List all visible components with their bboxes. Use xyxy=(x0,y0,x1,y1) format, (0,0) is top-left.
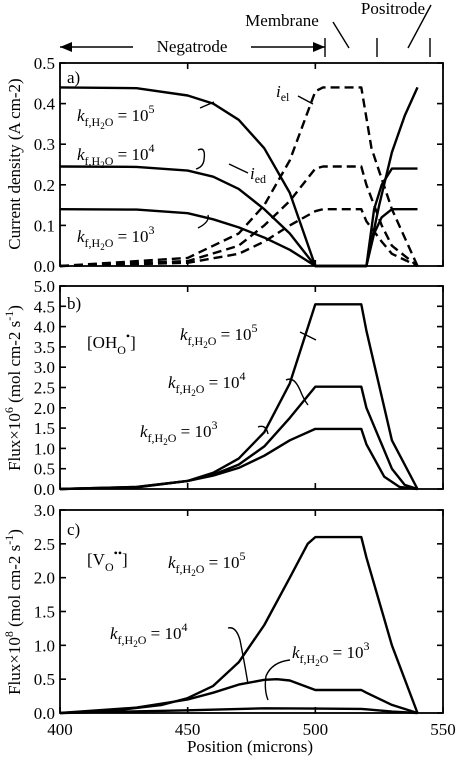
panel-c-ytick-label: 3.0 xyxy=(34,501,55,520)
panel-b-plot-area xyxy=(59,286,444,491)
label-ied: ied xyxy=(250,164,266,186)
panel-a-ylabel: Current density (A cm-2) xyxy=(5,78,24,249)
panel-a-letter: a) xyxy=(67,68,80,87)
panel-a-ytick-label: 0.3 xyxy=(34,135,55,154)
panel-a-ytick-label: 0.0 xyxy=(34,257,55,276)
panel-c-xtick-label: 400 xyxy=(47,720,73,739)
panel-b-k-label-1e4: kf,H2O = 104 xyxy=(168,369,245,398)
panel-b-ytick-label: 3.0 xyxy=(34,358,55,377)
panel-c-letter: c) xyxy=(67,520,80,539)
panel-b-ytick-label: 0.5 xyxy=(34,460,55,479)
panel-a-series-iel-k-10e4 xyxy=(59,165,419,268)
panel-c-ytick-label: 2.5 xyxy=(34,535,55,554)
panel-b-ytick-label: 2.0 xyxy=(34,399,55,418)
panel-b-ytick-label: 2.5 xyxy=(34,379,55,398)
panel-b-series-k-10e3 xyxy=(59,427,418,491)
panel-c-ytick-label: 1.5 xyxy=(34,603,55,622)
panel-b-yticks: 0.00.5 1.01.52.02.5 3.03.54.0 4.55.0 xyxy=(34,277,443,499)
negatrode-arrowhead-left xyxy=(60,42,72,52)
panel-c-xtick-label: 450 xyxy=(175,720,201,739)
panel-a-k-label-1e3: kf,H2O = 103 xyxy=(77,223,154,252)
panel-c-k-label-1e5: kf,H2O = 105 xyxy=(168,549,245,578)
panel-b-letter: b) xyxy=(67,294,81,313)
panel-c-xlabel: Position (microns) xyxy=(187,737,313,756)
panel-b-ylabel: Flux×106 (mol cm-2 s-1) xyxy=(2,305,24,471)
panel-c-xticks: 400 450 500 550 xyxy=(47,720,456,739)
panel-a-series-ied-k-10e5 xyxy=(59,86,419,268)
panel-b-ytick-label: 1.0 xyxy=(34,439,55,458)
panel-b-k-leader-1e5 xyxy=(299,331,317,341)
panel-a-ytick-label: 0.5 xyxy=(34,54,55,73)
negatrode-arrowhead-right xyxy=(313,42,325,52)
panel-c-series-k-10e4 xyxy=(59,678,418,715)
region-header: Negatrode Membrane Positrode xyxy=(60,0,432,57)
panel-b-ytick-label: 5.0 xyxy=(34,277,55,296)
panel-c-ylabel: Flux×108 (mol cm-2 s-1) xyxy=(2,529,24,695)
panel-b-ytick-label: 3.5 xyxy=(34,338,55,357)
panel-a-series-iel-k-10e3 xyxy=(59,208,419,268)
panel-b-ytick-label: 4.0 xyxy=(34,318,55,337)
panel-b-k-leader-1e4 xyxy=(285,378,309,406)
panel-b-ytick-label: 0.0 xyxy=(34,480,55,499)
panel-a-yticks: 0.0 0.1 0.2 0.3 0.4 0.5 xyxy=(34,54,443,276)
panel-c-species: [VO••] xyxy=(87,546,128,574)
panel-c-xtick-label: 550 xyxy=(430,720,456,739)
panel-c-ytick-label: 2.0 xyxy=(34,569,55,588)
panel-b-k-label-1e5: kf,H2O = 105 xyxy=(180,321,257,350)
panel-c-ytick-label: 1.0 xyxy=(34,636,55,655)
panel-c-v-flux: c) [VO••] 0.0 0.5 1.0 1.5 2.0 2.5 3.0 400 450 50… xyxy=(2,501,456,756)
panel-b-frame xyxy=(59,285,444,490)
label-iel: iel xyxy=(276,82,290,104)
panel-c-yticks: 0.0 0.5 1.0 1.5 2.0 2.5 3.0 xyxy=(34,501,443,723)
label-iel-leader xyxy=(297,95,314,105)
panel-b-k-leader-1e3 xyxy=(257,425,269,435)
panel-c-k-label-1e4: kf,H2O = 104 xyxy=(110,620,187,649)
panel-a-k-leader-1e3 xyxy=(197,214,209,229)
panel-c-k-leader-1e4 xyxy=(227,627,249,685)
panel-c-k-label-1e3: kf,H2O = 103 xyxy=(292,639,369,668)
panel-c-ytick-label: 0.0 xyxy=(34,704,55,723)
label-ied-leader xyxy=(228,163,249,174)
panel-a-frame xyxy=(59,62,444,267)
panel-a-ytick-label: 0.2 xyxy=(34,176,55,195)
region-label-negatrode: Negatrode xyxy=(157,37,228,56)
positrode-leader xyxy=(407,4,432,49)
panel-a-k-label-1e5: kf,H2O = 105 xyxy=(77,102,154,131)
panel-c-xtick-label: 500 xyxy=(303,720,329,739)
panel-a-ytick-label: 0.1 xyxy=(34,216,55,235)
panel-b-k-label-1e3: kf,H2O = 103 xyxy=(140,418,217,447)
panel-b-species: [OHO•] xyxy=(87,329,136,357)
panel-a-k-leader-1e5 xyxy=(199,101,215,109)
panel-b-oh-flux: b) [OHO•] 0.00.5 1.01.52.02.5 3.03.54.0 4.5… xyxy=(2,277,444,499)
panel-a-ytick-label: 0.4 xyxy=(34,95,56,114)
panel-c-ytick-label: 0.5 xyxy=(34,670,55,689)
panel-c-plot-area xyxy=(59,510,444,715)
panel-a-current-density: a) 0.0 0.1 0.2 0.3 0.4 0.5 Current density (A… xyxy=(5,54,444,276)
panel-c-series-k-10e3 xyxy=(59,707,418,715)
panel-a-series-ied-k-10e4 xyxy=(59,165,418,268)
panel-a-k-leader-1e4 xyxy=(195,148,206,170)
region-label-positrode: Positrode xyxy=(361,0,425,18)
membrane-leader xyxy=(332,21,350,49)
panel-c-k-leader-1e3 xyxy=(264,659,291,701)
panel-b-ytick-label: 1.5 xyxy=(34,419,55,438)
region-label-membrane: Membrane xyxy=(245,11,319,30)
panel-a-series-iel-k-10e5 xyxy=(59,86,419,268)
panel-a-k-label-1e4: kf,H2O = 104 xyxy=(77,141,154,170)
panel-b-ytick-label: 4.5 xyxy=(34,297,55,316)
